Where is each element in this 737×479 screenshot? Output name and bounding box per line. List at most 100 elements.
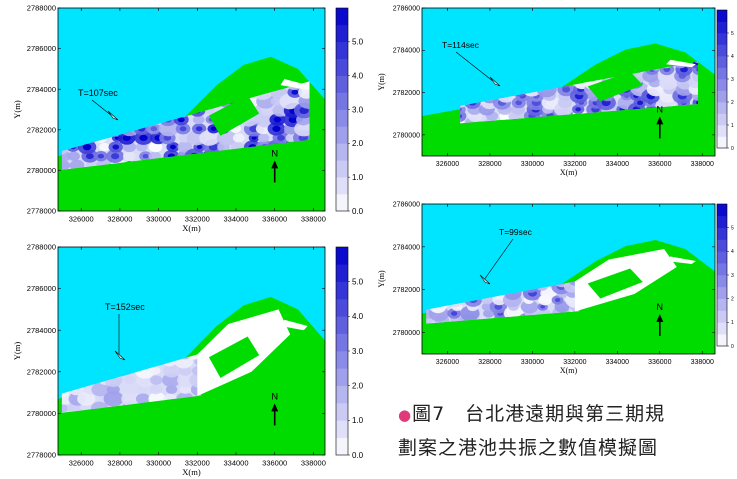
resonance-core — [111, 153, 119, 159]
colorbar-tick-label: 1.0 — [352, 416, 364, 425]
x-tick-label: 328000 — [107, 459, 132, 468]
resonance-core — [139, 135, 147, 141]
x-axis-label: X(m) — [182, 467, 201, 477]
colorbar-tick-label: 1 — [731, 123, 734, 129]
period-annotation: T=114sec — [442, 40, 480, 50]
colorbar-tick-label: 5 — [731, 31, 734, 37]
resonance-core — [252, 136, 257, 140]
colorbar-tick-label: 4 — [731, 249, 734, 255]
resonance-core — [451, 311, 457, 316]
x-tick-label: 336000 — [648, 359, 671, 366]
colorbar-tick-label: 3 — [731, 273, 734, 279]
x-tick-label: 334000 — [606, 161, 629, 168]
colorbar-tick-label: 0 — [731, 344, 734, 350]
resonance-cell — [68, 151, 80, 160]
x-tick-label: 334000 — [606, 359, 629, 366]
x-axis-label: X(m) — [560, 168, 578, 177]
y-tick-label: 2778000 — [27, 207, 56, 216]
colorbar-tick-label: 5 — [731, 225, 734, 231]
x-axis-label: X(m) — [560, 366, 578, 375]
resonance-core — [272, 126, 280, 132]
colorbar-band — [717, 322, 727, 334]
colorbar-band — [336, 438, 348, 456]
x-tick-label: 338000 — [691, 359, 714, 366]
resonance-core — [274, 117, 281, 123]
north-label: N — [271, 148, 278, 159]
x-tick-label: 334000 — [223, 459, 248, 468]
colorbar-band — [336, 386, 348, 404]
colorbar-tick-label: 0 — [731, 146, 734, 152]
caption-line-1: 圖7 台北港遠期與第三期規 — [412, 403, 665, 425]
resonance-core — [143, 154, 149, 158]
colorbar-band — [717, 263, 727, 275]
colorbar-band — [336, 93, 348, 110]
colorbar-band — [336, 299, 348, 317]
colorbar-band — [717, 45, 727, 57]
x-tick-label: 326000 — [69, 459, 94, 468]
y-tick-label: 2780000 — [27, 166, 56, 175]
figure-caption: ●圖7 台北港遠期與第三期規 劃案之港池共振之數值模擬圖 — [398, 398, 728, 465]
colorbar-band — [717, 311, 727, 323]
colorbar-band — [717, 299, 727, 311]
resonance-core — [540, 305, 545, 309]
colorbar-band — [717, 125, 727, 137]
colorbar-band — [336, 420, 348, 438]
colorbar-band — [336, 143, 348, 160]
colorbar-band — [336, 177, 348, 194]
resonance-core — [277, 135, 285, 141]
resonance-cell — [123, 151, 135, 161]
colorbar-band — [717, 114, 727, 126]
colorbar-band — [336, 368, 348, 386]
resonance-core — [180, 126, 187, 131]
colorbar-band — [717, 33, 727, 45]
colorbar-band — [336, 403, 348, 421]
resonance-core — [98, 154, 104, 159]
y-tick-label: 2786000 — [393, 5, 420, 12]
x-tick-label: 336000 — [648, 161, 671, 168]
chart-svg: 326000 328000 330000 332000 334000 336000 3380… — [0, 0, 360, 240]
north-label: N — [271, 391, 278, 402]
colorbar-band — [717, 287, 727, 299]
resonance-core — [291, 90, 298, 95]
y-tick-label: 2782000 — [27, 367, 56, 376]
y-tick-label: 2782000 — [27, 125, 56, 134]
colorbar-band — [717, 137, 727, 149]
colorbar-band — [336, 110, 348, 127]
y-tick-label: 2786000 — [393, 201, 420, 208]
colorbar-band — [336, 8, 348, 25]
x-tick-label: 336000 — [262, 459, 287, 468]
x-tick-label: 338000 — [301, 459, 326, 468]
plot-area — [49, 247, 325, 455]
resonance-cell — [150, 385, 163, 395]
x-tick-label: 330000 — [146, 215, 171, 224]
resonance-core — [170, 145, 176, 150]
north-label: N — [657, 302, 664, 312]
resonance-core — [575, 107, 581, 111]
x-tick-label: 328000 — [478, 161, 501, 168]
y-tick-label: 2782000 — [393, 90, 420, 97]
x-tick-label: 328000 — [107, 215, 132, 224]
period-annotation: T=107sec — [78, 88, 118, 98]
colorbar-band — [717, 68, 727, 80]
colorbar-band — [336, 76, 348, 93]
resonance-core — [83, 144, 92, 150]
colorbar-band — [717, 334, 727, 346]
x-tick-label: 330000 — [146, 459, 171, 468]
x-tick-label: 326000 — [436, 359, 459, 366]
y-tick-label: 2780000 — [393, 330, 420, 337]
colorbar-band — [336, 316, 348, 334]
y-tick-label: 2788000 — [27, 4, 56, 13]
chart-panel-t107: 326000 328000 330000 332000 334000 336000 3380… — [0, 0, 360, 240]
colorbar-band — [717, 204, 727, 216]
colorbar-tick-label: 4 — [731, 54, 734, 60]
colorbar-band — [336, 247, 348, 265]
x-tick-label: 330000 — [521, 359, 544, 366]
colorbar-band — [717, 102, 727, 114]
colorbar-tick-label: 2 — [731, 296, 734, 302]
colorbar-band — [336, 264, 348, 282]
colorbar-tick-label: 3 — [731, 77, 734, 83]
colorbar-band — [717, 251, 727, 263]
x-tick-label: 338000 — [691, 161, 714, 168]
resonance-core — [196, 126, 203, 131]
x-tick-label: 328000 — [478, 359, 501, 366]
